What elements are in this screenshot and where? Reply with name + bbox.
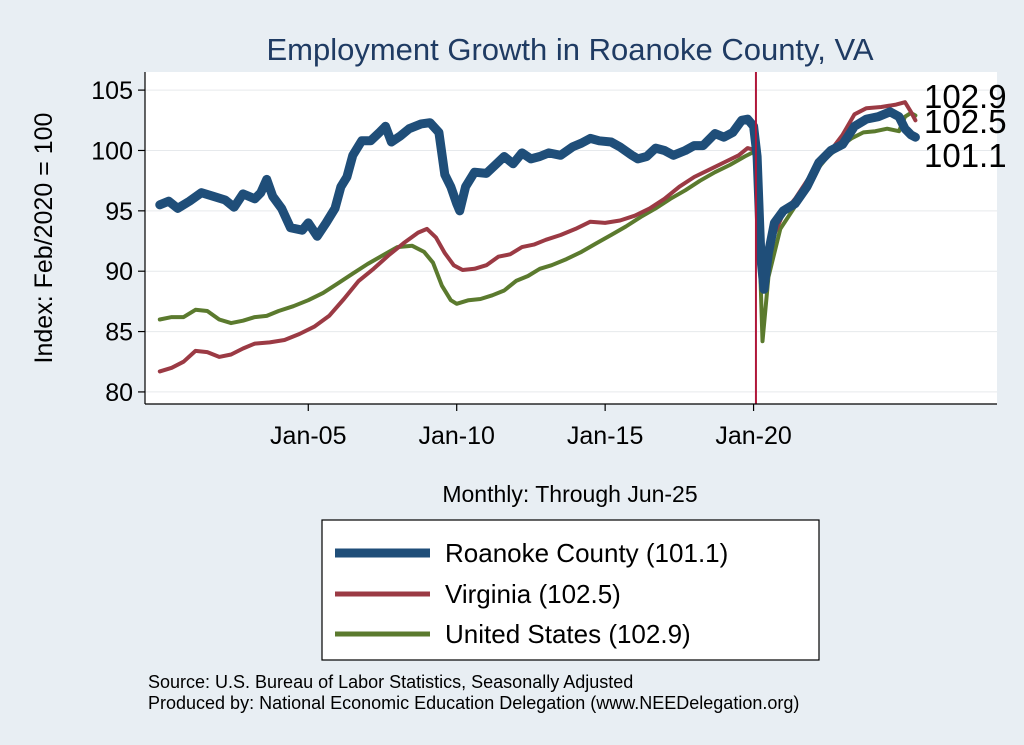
y-tick-label: 85 bbox=[105, 319, 133, 347]
series-layer bbox=[155, 100, 920, 374]
y-axis-ticks: 80 85 90 95 100 105 bbox=[91, 77, 145, 407]
series-line-0 bbox=[155, 107, 920, 294]
chart-title: Employment Growth in Roanoke County, VA bbox=[266, 32, 873, 67]
legend-box bbox=[321, 519, 820, 661]
x-tick-label: Jan-20 bbox=[715, 422, 791, 450]
y-tick-label: 80 bbox=[105, 379, 133, 407]
x-axis-label: Monthly: Through Jun-25 bbox=[442, 481, 697, 507]
x-axis-ticks: Jan-05 Jan-10 Jan-15 Jan-20 bbox=[270, 404, 792, 450]
end-label-1: 102.5 bbox=[924, 103, 1007, 140]
source-line: Source: U.S. Bureau of Labor Statistics,… bbox=[148, 672, 633, 692]
end-label-2: 102.9 bbox=[924, 78, 1007, 115]
y-tick-label: 100 bbox=[91, 137, 133, 165]
legend-label-2: United States (102.9) bbox=[445, 619, 691, 649]
y-tick-label: 105 bbox=[91, 77, 133, 105]
x-tick-label: Jan-10 bbox=[418, 422, 494, 450]
produced-by-line: Produced by: National Economic Education… bbox=[148, 693, 799, 713]
grid-lines bbox=[145, 89, 997, 393]
y-tick-label: 95 bbox=[105, 198, 133, 226]
legend-label-0: Roanoke County (101.1) bbox=[445, 538, 728, 568]
legend-label-1: Virginia (102.5) bbox=[445, 579, 621, 609]
x-tick-label: Jan-15 bbox=[567, 422, 643, 450]
x-tick-label: Jan-05 bbox=[270, 422, 346, 450]
legend: Roanoke County (101.1) Virginia (102.5) Un… bbox=[335, 538, 728, 649]
y-tick-label: 90 bbox=[105, 258, 133, 286]
end-label-0: 101.1 bbox=[924, 137, 1007, 174]
y-axis-label: Index: Feb/2020 = 100 bbox=[30, 113, 58, 364]
